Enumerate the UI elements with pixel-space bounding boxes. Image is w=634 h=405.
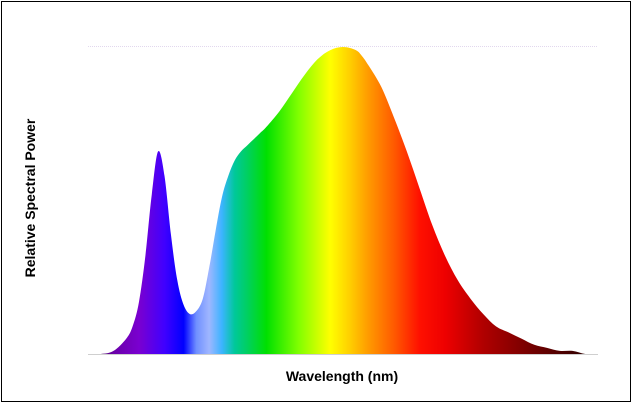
x-axis-label: Wavelength (nm) [286, 368, 398, 384]
spectrum-area [88, 47, 598, 355]
plot-area [88, 46, 598, 355]
y-axis-label: Relative Spectral Power [22, 118, 38, 277]
